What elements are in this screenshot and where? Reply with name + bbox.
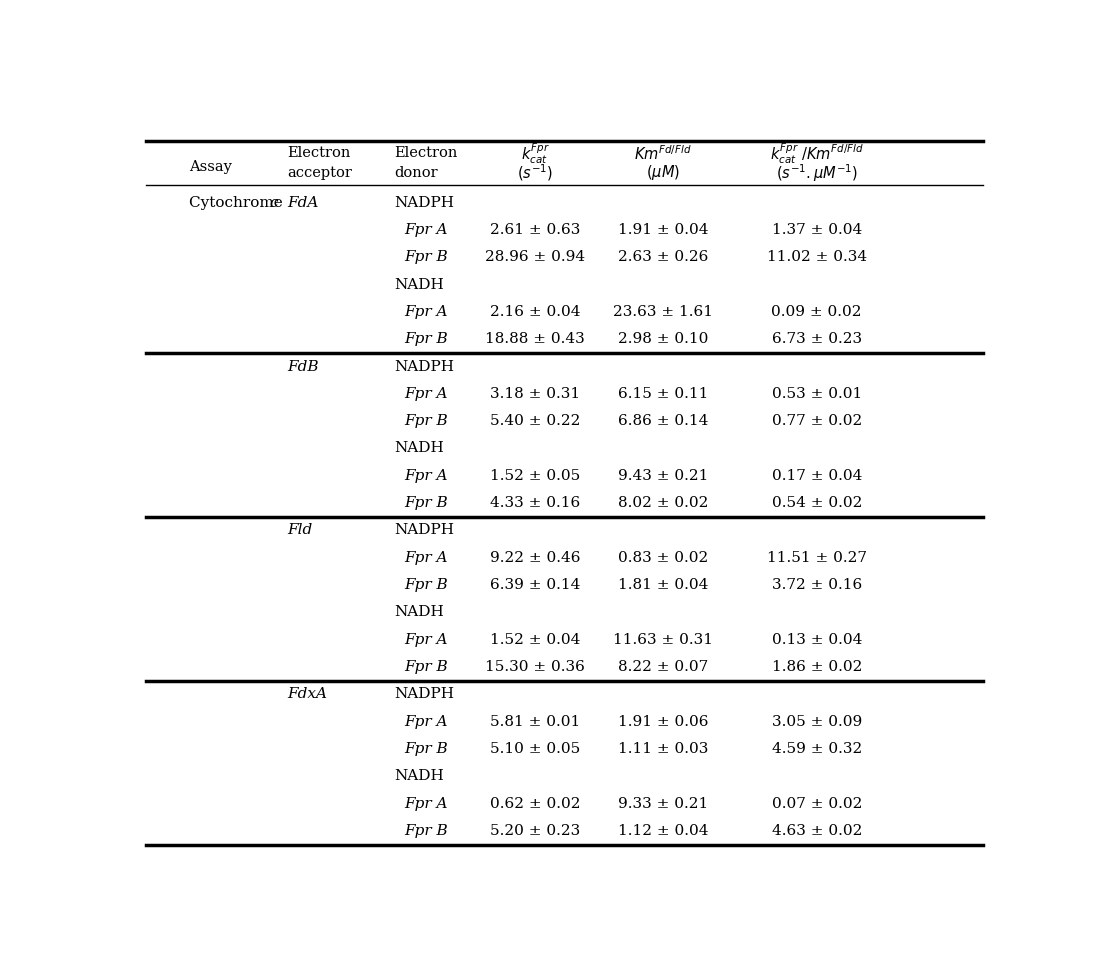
Text: 23.63 ± 1.61: 23.63 ± 1.61 [613, 305, 713, 319]
Text: 4.63 ± 0.02: 4.63 ± 0.02 [771, 824, 862, 838]
Text: Fpr B: Fpr B [404, 742, 449, 756]
Text: NADPH: NADPH [395, 360, 454, 373]
Text: NADPH: NADPH [395, 196, 454, 210]
Text: Fpr A: Fpr A [404, 714, 447, 729]
Text: 15.30 ± 0.36: 15.30 ± 0.36 [485, 660, 585, 674]
Text: Fpr A: Fpr A [404, 633, 447, 646]
Text: Electron: Electron [395, 147, 457, 160]
Text: 3.72 ± 0.16: 3.72 ± 0.16 [771, 578, 862, 592]
Text: Fpr B: Fpr B [404, 660, 449, 674]
Text: 2.63 ± 0.26: 2.63 ± 0.26 [618, 250, 709, 265]
Text: 4.33 ± 0.16: 4.33 ± 0.16 [489, 496, 580, 510]
Text: 3.18 ± 0.31: 3.18 ± 0.31 [489, 386, 580, 401]
Text: Fpr B: Fpr B [404, 332, 449, 346]
Text: NADH: NADH [395, 441, 444, 456]
Text: 8.22 ± 0.07: 8.22 ± 0.07 [618, 660, 709, 674]
Text: 0.54 ± 0.02: 0.54 ± 0.02 [771, 496, 862, 510]
Text: $(s^{-1}.\mu M^{-1})$: $(s^{-1}.\mu M^{-1})$ [776, 162, 857, 183]
Text: FdB: FdB [288, 360, 318, 373]
Text: 9.43 ± 0.21: 9.43 ± 0.21 [618, 469, 709, 482]
Text: acceptor: acceptor [288, 166, 352, 179]
Text: NADH: NADH [395, 605, 444, 620]
Text: 2.98 ± 0.10: 2.98 ± 0.10 [618, 332, 709, 346]
Text: 1.11 ± 0.03: 1.11 ± 0.03 [618, 742, 709, 756]
Text: 0.07 ± 0.02: 0.07 ± 0.02 [771, 797, 862, 810]
Text: NADH: NADH [395, 769, 444, 784]
Text: Fpr A: Fpr A [404, 797, 447, 810]
Text: 28.96 ± 0.94: 28.96 ± 0.94 [485, 250, 585, 265]
Text: $k_{cat}^{Fpr}$: $k_{cat}^{Fpr}$ [520, 141, 549, 166]
Text: 18.88 ± 0.43: 18.88 ± 0.43 [485, 332, 585, 346]
Text: NADH: NADH [395, 277, 444, 292]
Text: 6.15 ± 0.11: 6.15 ± 0.11 [618, 386, 709, 401]
Text: NADPH: NADPH [395, 524, 454, 537]
Text: 4.59 ± 0.32: 4.59 ± 0.32 [771, 742, 862, 756]
Text: c: c [269, 196, 278, 210]
Text: 5.40 ± 0.22: 5.40 ± 0.22 [489, 414, 580, 428]
Text: Fpr B: Fpr B [404, 496, 449, 510]
Text: Assay: Assay [190, 160, 231, 174]
Text: Fpr A: Fpr A [404, 550, 447, 565]
Text: 5.10 ± 0.05: 5.10 ± 0.05 [489, 742, 580, 756]
Text: 8.02 ± 0.02: 8.02 ± 0.02 [618, 496, 709, 510]
Text: 1.12 ± 0.04: 1.12 ± 0.04 [618, 824, 709, 838]
Text: FdA: FdA [288, 196, 318, 210]
Text: $(s^{-1})$: $(s^{-1})$ [517, 162, 553, 183]
Text: Fpr A: Fpr A [404, 305, 447, 319]
Text: 1.52 ± 0.05: 1.52 ± 0.05 [489, 469, 580, 482]
Text: 6.73 ± 0.23: 6.73 ± 0.23 [771, 332, 862, 346]
Text: 0.53 ± 0.01: 0.53 ± 0.01 [771, 386, 862, 401]
Text: 9.33 ± 0.21: 9.33 ± 0.21 [618, 797, 709, 810]
Text: 3.05 ± 0.09: 3.05 ± 0.09 [771, 714, 862, 729]
Text: 1.37 ± 0.04: 1.37 ± 0.04 [771, 222, 862, 237]
Text: 0.77 ± 0.02: 0.77 ± 0.02 [771, 414, 862, 428]
Text: Fpr A: Fpr A [404, 386, 447, 401]
Text: 6.39 ± 0.14: 6.39 ± 0.14 [489, 578, 580, 592]
Text: 5.81 ± 0.01: 5.81 ± 0.01 [489, 714, 580, 729]
Text: 11.51 ± 0.27: 11.51 ± 0.27 [767, 550, 866, 565]
Text: FdxA: FdxA [288, 688, 327, 701]
Text: 1.91 ± 0.06: 1.91 ± 0.06 [618, 714, 709, 729]
Text: Fpr B: Fpr B [404, 414, 449, 428]
Text: Fpr B: Fpr B [404, 250, 449, 265]
Text: 11.02 ± 0.34: 11.02 ± 0.34 [767, 250, 867, 265]
Text: 1.91 ± 0.04: 1.91 ± 0.04 [618, 222, 709, 237]
Text: 2.16 ± 0.04: 2.16 ± 0.04 [489, 305, 580, 319]
Text: NADPH: NADPH [395, 688, 454, 701]
Text: 1.86 ± 0.02: 1.86 ± 0.02 [771, 660, 862, 674]
Text: 1.52 ± 0.04: 1.52 ± 0.04 [489, 633, 580, 646]
Text: 9.22 ± 0.46: 9.22 ± 0.46 [489, 550, 580, 565]
Text: Fpr A: Fpr A [404, 469, 447, 482]
Text: 2.61 ± 0.63: 2.61 ± 0.63 [489, 222, 580, 237]
Text: Electron: Electron [288, 147, 350, 160]
Text: 0.09 ± 0.02: 0.09 ± 0.02 [771, 305, 862, 319]
Text: donor: donor [395, 166, 437, 179]
Text: Fpr B: Fpr B [404, 824, 449, 838]
Text: $k_{cat}^{Fpr}\ /Km^{Fd/Fld}$: $k_{cat}^{Fpr}\ /Km^{Fd/Fld}$ [769, 141, 864, 166]
Text: Cytochrome: Cytochrome [190, 196, 288, 210]
Text: 6.86 ± 0.14: 6.86 ± 0.14 [618, 414, 709, 428]
Text: Fpr A: Fpr A [404, 222, 447, 237]
Text: 5.20 ± 0.23: 5.20 ± 0.23 [489, 824, 580, 838]
Text: 11.63 ± 0.31: 11.63 ± 0.31 [613, 633, 713, 646]
Text: Fld: Fld [288, 524, 313, 537]
Text: $(\mu M)$: $(\mu M)$ [646, 163, 680, 182]
Text: Fpr B: Fpr B [404, 578, 449, 592]
Text: 0.17 ± 0.04: 0.17 ± 0.04 [771, 469, 862, 482]
Text: 1.81 ± 0.04: 1.81 ± 0.04 [618, 578, 709, 592]
Text: $Km^{Fd/Fld}$: $Km^{Fd/Fld}$ [634, 144, 692, 163]
Text: 0.83 ± 0.02: 0.83 ± 0.02 [618, 550, 709, 565]
Text: 0.62 ± 0.02: 0.62 ± 0.02 [489, 797, 580, 810]
Text: 0.13 ± 0.04: 0.13 ± 0.04 [771, 633, 862, 646]
